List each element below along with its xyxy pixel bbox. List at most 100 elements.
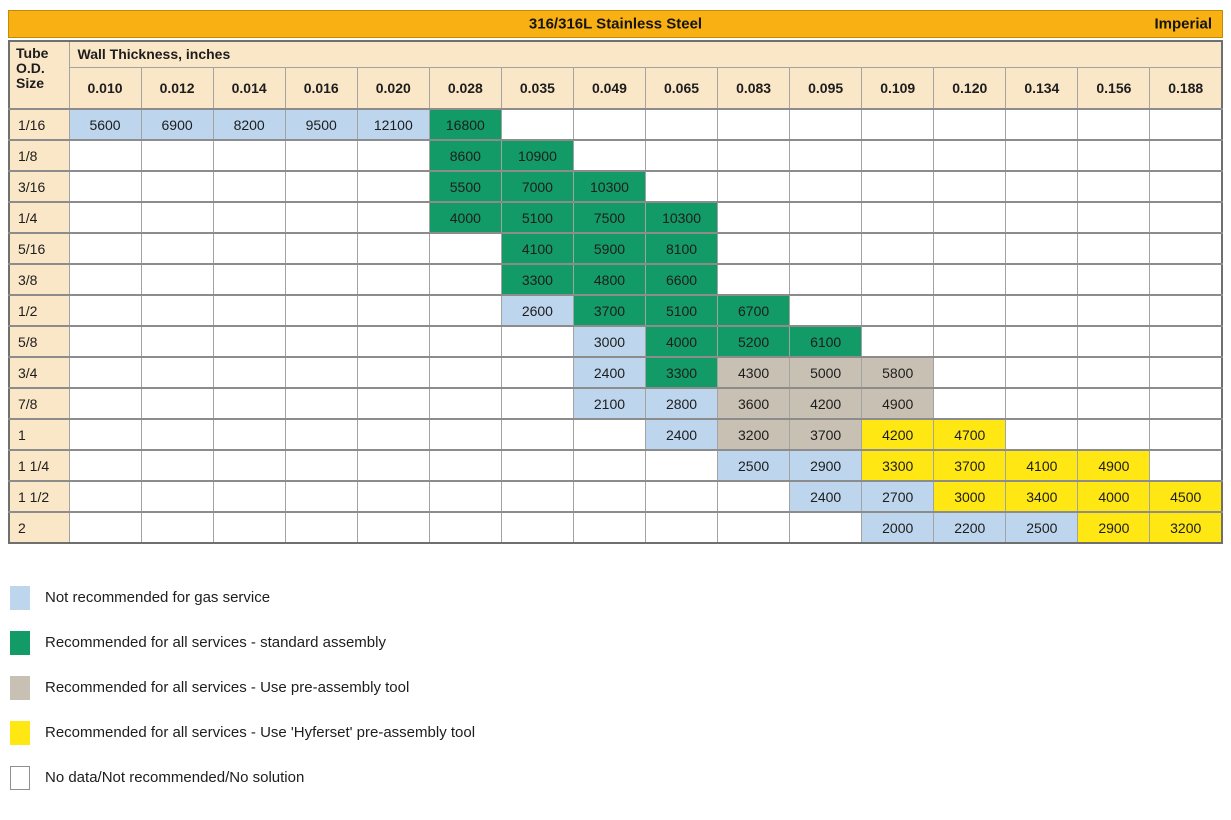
empty-cell — [572, 418, 647, 451]
empty-cell — [356, 418, 430, 451]
pressure-rating-cell: 3300 — [500, 263, 574, 296]
empty-cell — [68, 449, 142, 482]
empty-cell — [140, 263, 214, 296]
empty-cell — [140, 387, 214, 420]
empty-cell — [140, 294, 214, 327]
empty-cell — [644, 139, 719, 172]
empty-cell — [212, 139, 286, 172]
legend-label: Recommended for all services - Use pre-a… — [45, 679, 410, 696]
empty-cell — [1149, 232, 1223, 265]
pressure-rating-cell: 5100 — [644, 294, 719, 327]
empty-cell — [428, 511, 502, 544]
tube-od-row-label: 1/16 — [8, 108, 70, 141]
wall-thickness-column-header: 0.120 — [933, 66, 1007, 110]
empty-cell — [789, 294, 863, 327]
empty-cell — [717, 108, 791, 141]
pressure-rating-cell: 6700 — [717, 294, 791, 327]
empty-cell — [500, 449, 574, 482]
empty-cell — [1005, 108, 1079, 141]
tube-od-row-label: 3/8 — [8, 263, 70, 296]
tube-od-row-label: 1 — [8, 418, 70, 451]
empty-cell — [356, 170, 430, 203]
pressure-rating-cell: 3400 — [1005, 480, 1079, 513]
empty-cell — [140, 325, 214, 358]
empty-cell — [644, 449, 719, 482]
empty-cell — [500, 480, 574, 513]
empty-cell — [500, 511, 574, 544]
legend-item: No data/Not recommended/No solution — [10, 765, 1223, 790]
pressure-rating-cell: 8100 — [644, 232, 719, 265]
empty-cell — [789, 511, 863, 544]
empty-cell — [428, 480, 502, 513]
empty-cell — [500, 387, 574, 420]
pressure-rating-cell: 2800 — [644, 387, 719, 420]
wall-thickness-header: Wall Thickness, inches — [68, 40, 1223, 68]
empty-cell — [572, 480, 647, 513]
empty-cell — [1149, 294, 1223, 327]
wall-thickness-column-header: 0.109 — [861, 66, 935, 110]
empty-cell — [933, 356, 1007, 389]
pressure-rating-cell: 3600 — [717, 387, 791, 420]
table-row: 1 1/4 2500 2900 3300 3700 4100 4900 — [8, 449, 1223, 482]
empty-cell — [68, 170, 142, 203]
wall-thickness-column-header: 0.134 — [1005, 66, 1079, 110]
empty-cell — [356, 511, 430, 544]
table-row: 1/16 5600 6900 8200 9500 12100 16800 — [8, 108, 1223, 141]
pressure-rating-cell: 4000 — [428, 201, 502, 234]
blue-swatch-icon — [10, 585, 30, 610]
empty-cell — [68, 480, 142, 513]
empty-cell — [500, 418, 574, 451]
wall-thickness-column-header: 0.028 — [428, 66, 502, 110]
pressure-rating-cell: 2000 — [861, 511, 935, 544]
empty-cell — [140, 356, 214, 389]
wall-thickness-column-header: 0.095 — [789, 66, 863, 110]
pressure-rating-cell: 5200 — [717, 325, 791, 358]
empty-cell — [717, 232, 791, 265]
pressure-rating-cell: 7000 — [500, 170, 574, 203]
pressure-rating-cell: 4700 — [933, 418, 1007, 451]
pressure-rating-cell: 3000 — [572, 325, 647, 358]
table-row: 2 2000 2200 2500 2900 3200 — [8, 511, 1223, 544]
tube-od-row-label: 1 1/4 — [8, 449, 70, 482]
empty-cell — [861, 108, 935, 141]
empty-cell — [1005, 356, 1079, 389]
white-swatch-icon — [10, 765, 30, 790]
empty-cell — [356, 325, 430, 358]
empty-cell — [68, 263, 142, 296]
tube-od-row-label: 5/8 — [8, 325, 70, 358]
empty-cell — [428, 449, 502, 482]
tube-od-row-label: 2 — [8, 511, 70, 544]
legend-label: Recommended for all services - standard … — [45, 634, 386, 651]
empty-cell — [1077, 325, 1151, 358]
yellow-swatch-icon — [10, 720, 30, 745]
empty-cell — [284, 325, 358, 358]
empty-cell — [789, 232, 863, 265]
empty-cell — [1149, 139, 1223, 172]
pressure-rating-cell: 4300 — [717, 356, 791, 389]
empty-cell — [572, 511, 647, 544]
empty-cell — [933, 294, 1007, 327]
wall-thickness-column-header: 0.049 — [572, 66, 647, 110]
empty-cell — [1077, 108, 1151, 141]
empty-cell — [861, 170, 935, 203]
empty-cell — [933, 201, 1007, 234]
empty-cell — [789, 263, 863, 296]
legend-item: Recommended for all services - standard … — [10, 630, 1223, 655]
table-header: Tube O.D. Size Wall Thickness, inches 0.… — [8, 40, 1223, 110]
wall-thickness-column-header: 0.156 — [1077, 66, 1151, 110]
tube-od-row-label: 5/16 — [8, 232, 70, 265]
empty-cell — [356, 480, 430, 513]
empty-cell — [68, 418, 142, 451]
empty-cell — [68, 294, 142, 327]
empty-cell — [933, 325, 1007, 358]
pressure-table-body: 1/16 5600 6900 8200 9500 12100 16800 1/8 8600 109… — [8, 108, 1223, 544]
pressure-rating-cell: 2700 — [861, 480, 935, 513]
empty-cell — [212, 170, 286, 203]
wall-thickness-column-header: 0.065 — [644, 66, 719, 110]
empty-cell — [789, 170, 863, 203]
empty-cell — [212, 387, 286, 420]
empty-cell — [140, 139, 214, 172]
table-row: 3/4 2400 3300 4300 5000 5800 — [8, 356, 1223, 389]
empty-cell — [500, 325, 574, 358]
